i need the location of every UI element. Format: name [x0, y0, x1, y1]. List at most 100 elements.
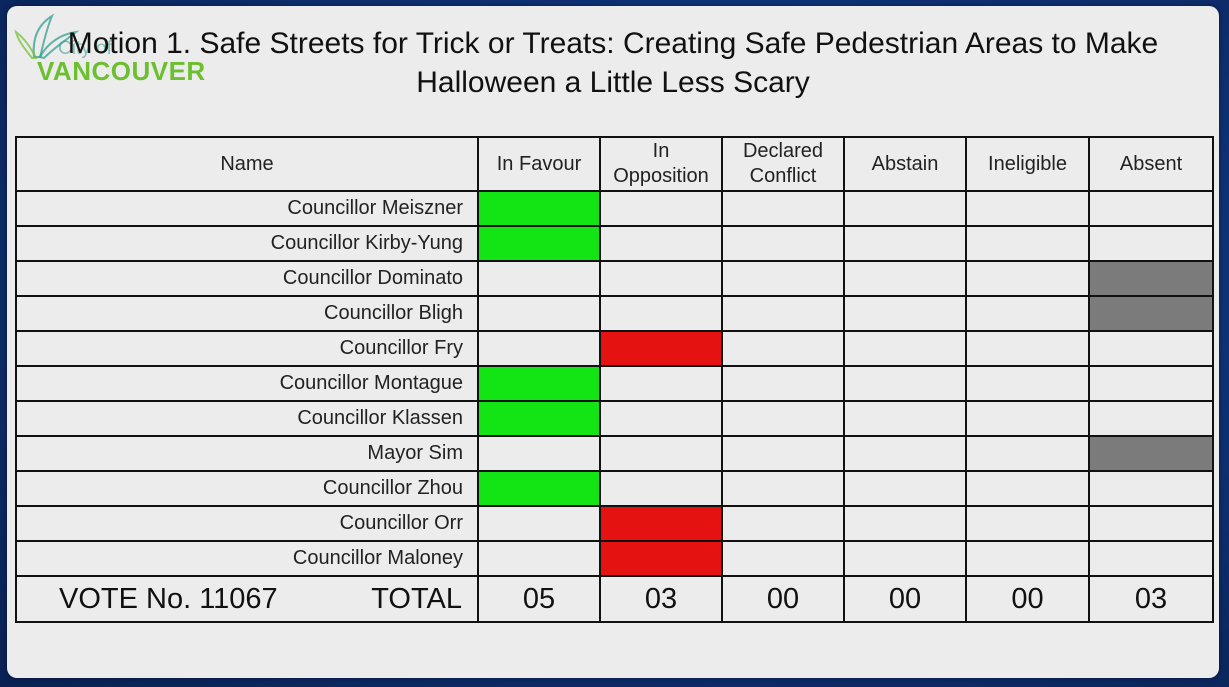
vote-cell-in-favour: [477, 190, 601, 227]
col-header-ineligible: Ineligible: [965, 136, 1090, 192]
totals-row: VOTE No. 11067 TOTAL 05 03 00 00 00 03: [15, 575, 1214, 623]
vote-cell-ineligible: [965, 260, 1090, 297]
vote-cell-in-opposition: [599, 505, 723, 542]
vote-cell-ineligible: [965, 295, 1090, 332]
total-in-opposition: 03: [599, 575, 723, 623]
col-header-in-favour: In Favour: [477, 136, 601, 192]
councillor-name: Mayor Sim: [15, 435, 479, 472]
table-row: Councillor Meiszner: [15, 190, 1214, 227]
logo-city-text: City of: [58, 38, 112, 59]
vote-cell-absent: [1088, 295, 1214, 332]
vote-cell-ineligible: [965, 225, 1090, 262]
vote-cell-declared-conflict: [721, 190, 845, 227]
vote-cell-declared-conflict: [721, 295, 845, 332]
vote-cell-declared-conflict: [721, 365, 845, 402]
vote-cell-absent: [1088, 470, 1214, 507]
vote-cell-in-favour: [477, 400, 601, 437]
vote-cell-in-favour: [477, 365, 601, 402]
vote-cell-absent: [1088, 400, 1214, 437]
col-header-in-opposition: In Opposition: [599, 136, 723, 192]
vote-cell-in-favour: [477, 540, 601, 577]
col-header-declared-conflict: Declared Conflict: [721, 136, 845, 192]
councillor-name: Councillor Orr: [15, 505, 479, 542]
table-row: Councillor Montague: [15, 365, 1214, 402]
vote-cell-abstain: [843, 330, 967, 367]
vote-cell-declared-conflict: [721, 225, 845, 262]
vote-cell-ineligible: [965, 365, 1090, 402]
motion-title: Motion 1. Safe Streets for Trick or Trea…: [67, 27, 1159, 99]
councillor-name: Councillor Kirby-Yung: [15, 225, 479, 262]
councillor-name: Councillor Zhou: [15, 470, 479, 507]
vote-cell-in-favour: [477, 260, 601, 297]
vote-cell-ineligible: [965, 400, 1090, 437]
vote-cell-in-favour: [477, 330, 601, 367]
vote-cell-in-opposition: [599, 295, 723, 332]
vote-cell-in-favour: [477, 225, 601, 262]
vote-cell-abstain: [843, 435, 967, 472]
vote-cell-abstain: [843, 365, 967, 402]
col-header-name: Name: [15, 136, 479, 192]
vote-cell-declared-conflict: [721, 330, 845, 367]
vote-cell-in-opposition: [599, 365, 723, 402]
table-row: Councillor Kirby-Yung: [15, 225, 1214, 262]
vote-cell-declared-conflict: [721, 505, 845, 542]
councillor-name: Councillor Bligh: [15, 295, 479, 332]
councillor-name: Councillor Klassen: [15, 400, 479, 437]
leaf-icon: [14, 13, 80, 60]
councillor-name: Councillor Dominato: [15, 260, 479, 297]
vote-cell-abstain: [843, 540, 967, 577]
vote-cell-in-opposition: [599, 400, 723, 437]
vote-number: VOTE No. 11067: [59, 583, 278, 615]
vote-cell-ineligible: [965, 540, 1090, 577]
vote-cell-absent: [1088, 225, 1214, 262]
city-logo: City of VANCOUVER: [14, 12, 205, 86]
col-header-abstain: Abstain: [843, 136, 967, 192]
vote-cell-absent: [1088, 540, 1214, 577]
table-row: Councillor Bligh: [15, 295, 1214, 332]
total-abstain: 00: [843, 575, 967, 623]
total-ineligible: 00: [965, 575, 1090, 623]
vote-cell-in-opposition: [599, 470, 723, 507]
vote-cell-abstain: [843, 225, 967, 262]
vote-cell-absent: [1088, 330, 1214, 367]
vote-cell-declared-conflict: [721, 470, 845, 507]
total-declared-conflict: 00: [721, 575, 845, 623]
vote-cell-in-favour: [477, 505, 601, 542]
vote-cell-absent: [1088, 435, 1214, 472]
vote-table: Name In Favour In Opposition Declared Conf…: [15, 136, 1214, 623]
councillor-name: Councillor Meiszner: [15, 190, 479, 227]
total-in-favour: 05: [477, 575, 601, 623]
vote-cell-in-favour: [477, 470, 601, 507]
councillor-name: Councillor Montague: [15, 365, 479, 402]
councillor-name: Councillor Maloney: [15, 540, 479, 577]
table-row: Councillor Maloney: [15, 540, 1214, 577]
vote-cell-abstain: [843, 260, 967, 297]
vote-cell-absent: [1088, 260, 1214, 297]
total-label: TOTAL: [371, 583, 462, 615]
header-row: Name In Favour In Opposition Declared Conf…: [15, 136, 1214, 192]
table-row: Mayor Sim: [15, 435, 1214, 472]
vote-cell-declared-conflict: [721, 400, 845, 437]
vote-cell-abstain: [843, 505, 967, 542]
vote-cell-ineligible: [965, 505, 1090, 542]
vote-cell-absent: [1088, 365, 1214, 402]
vote-cell-in-opposition: [599, 225, 723, 262]
table-row: Councillor Zhou: [15, 470, 1214, 507]
vote-cell-absent: [1088, 190, 1214, 227]
vote-cell-in-opposition: [599, 190, 723, 227]
vote-cell-in-favour: [477, 295, 601, 332]
vote-cell-abstain: [843, 295, 967, 332]
vote-cell-declared-conflict: [721, 260, 845, 297]
vote-cell-ineligible: [965, 330, 1090, 367]
table-row: Councillor Fry: [15, 330, 1214, 367]
vote-cell-abstain: [843, 470, 967, 507]
vote-cell-ineligible: [965, 190, 1090, 227]
totals-label-cell: VOTE No. 11067 TOTAL: [15, 575, 479, 623]
vote-cell-in-opposition: [599, 540, 723, 577]
vote-cell-declared-conflict: [721, 540, 845, 577]
vote-cell-in-opposition: [599, 260, 723, 297]
vote-cell-abstain: [843, 190, 967, 227]
vote-cell-absent: [1088, 505, 1214, 542]
vote-cell-abstain: [843, 400, 967, 437]
vote-cell-in-opposition: [599, 435, 723, 472]
